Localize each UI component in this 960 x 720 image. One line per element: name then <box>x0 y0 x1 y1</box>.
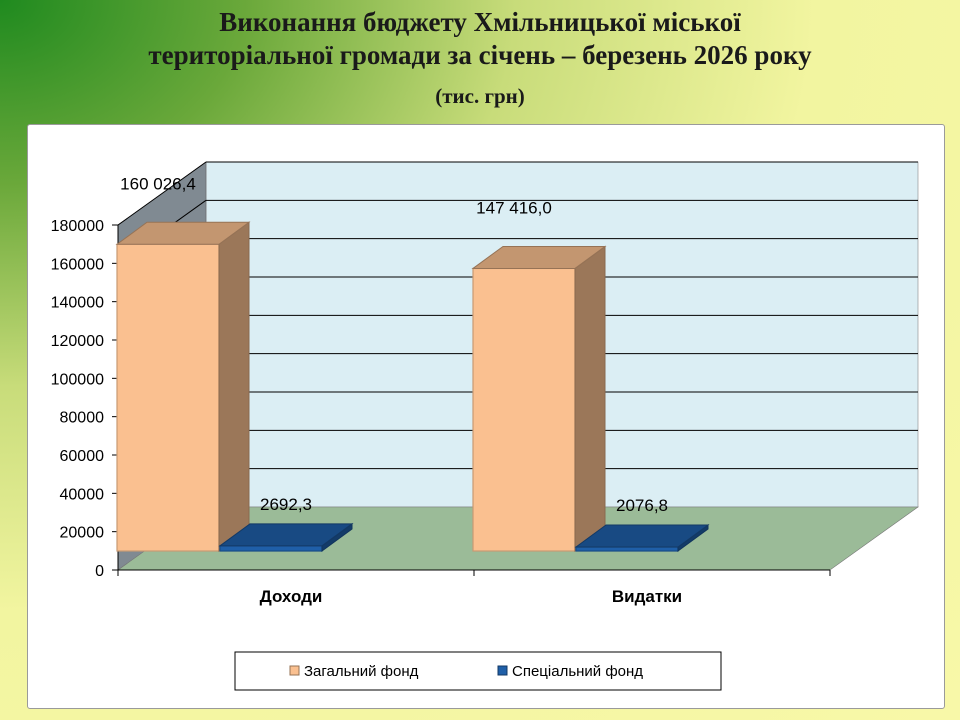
legend-swatch <box>497 665 508 676</box>
y-tick-label: 20000 <box>60 525 105 542</box>
y-tick-label: 0 <box>95 563 104 580</box>
bar-top <box>574 524 710 548</box>
bar-side <box>218 221 250 552</box>
slide-subtitle: (тис. грн) <box>435 84 525 108</box>
data-label: 2692,3 <box>260 495 312 514</box>
y-tick-label: 160000 <box>51 256 104 273</box>
bar-side <box>574 245 606 552</box>
y-tick-label: 180000 <box>51 218 104 235</box>
y-tick-label: 120000 <box>51 333 104 350</box>
legend-box <box>234 651 722 691</box>
bar-front <box>472 267 576 552</box>
y-tick-label: 100000 <box>51 371 104 388</box>
y-tick-label: 140000 <box>51 295 104 312</box>
legend-label: Спеціальний фонд <box>512 663 643 680</box>
x-category-label: Видатки <box>612 587 682 606</box>
bar-top <box>115 221 251 245</box>
bar-front <box>575 546 679 552</box>
y-tick-label: 40000 <box>60 486 105 503</box>
legend-label: Загальний фонд <box>304 663 419 680</box>
bar-front <box>219 545 323 552</box>
bar-top <box>218 523 354 547</box>
bar-front <box>116 243 220 552</box>
x-category-label: Доходи <box>260 587 323 606</box>
slide-title-line-2: територіальної громади за січень – берез… <box>148 40 812 70</box>
data-label: 147 416,0 <box>476 198 552 217</box>
data-label: 2076,8 <box>616 496 668 515</box>
slide-title-line-1: Виконання бюджету Хмільницької міської <box>219 7 741 37</box>
slide-title: Виконання бюджету Хмільницької міської т… <box>0 6 960 72</box>
legend-swatch <box>289 665 300 676</box>
bar-top <box>471 245 607 269</box>
y-tick-label: 60000 <box>60 448 105 465</box>
gridline-side <box>117 161 207 226</box>
y-tick-label: 80000 <box>60 410 105 427</box>
data-label: 160 026,4 <box>120 174 196 193</box>
